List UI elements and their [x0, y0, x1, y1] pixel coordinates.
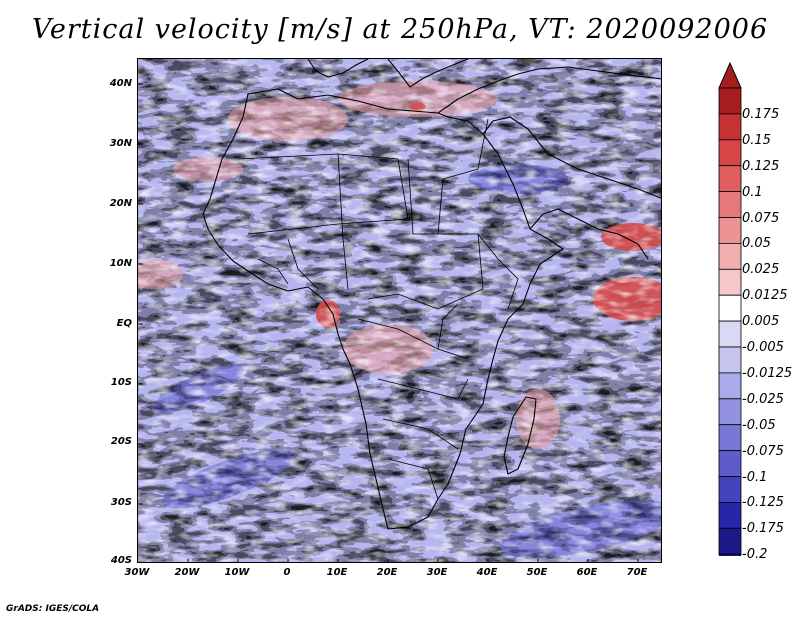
map-panel	[137, 58, 662, 563]
colorbar-tick-label: -0.005	[742, 340, 784, 355]
colorbar-segment	[718, 320, 742, 348]
colorbar-tick-label: 0.05	[742, 236, 771, 252]
chart-title: Vertical velocity [m/s] at 250hPa, VT: 2…	[31, 14, 769, 45]
colorbar-segment	[718, 424, 742, 452]
colorbar-tick-label: 0.1	[742, 184, 763, 200]
lon-label-30e: 30E	[426, 567, 448, 578]
country-borders	[237, 118, 519, 500]
lat-label-40s: 40S	[110, 555, 132, 566]
colorbar-tick-label: -0.0125	[742, 365, 793, 381]
colorbar-segment	[718, 87, 742, 115]
lat-label-10n: 10N	[109, 258, 132, 269]
lon-label-30w: 30W	[124, 567, 150, 578]
colorbar-segment	[718, 398, 742, 426]
colorbar-segment	[718, 476, 742, 503]
lon-label-50e: 50E	[526, 567, 548, 578]
colorbar-segment	[718, 501, 742, 529]
colorbar-segment	[718, 450, 742, 477]
colorbar-segment	[718, 268, 742, 296]
colorbar-tick-label: 0.0125	[742, 288, 788, 304]
colorbar-segment	[718, 217, 742, 244]
colorbar-segment	[718, 165, 742, 192]
colorbar-segment	[718, 139, 742, 167]
colorbar-tick-label: 0.125	[742, 158, 780, 174]
colorbar-segment	[718, 294, 742, 322]
colorbar-segment	[718, 527, 742, 555]
colorbar-tick-label: -0.025	[742, 391, 784, 407]
colorbar-tick-label: 0.025	[742, 262, 780, 278]
colorbar-tick-label: -0.175	[742, 521, 784, 537]
vertical-velocity-field	[138, 59, 661, 562]
colorbar-tick-label: -0.1	[742, 469, 768, 485]
colorbar-segments	[718, 62, 742, 556]
colorbar-tick-label: 0.175	[742, 106, 780, 122]
lat-label-30n: 30N	[109, 138, 132, 149]
axis-ticks	[138, 83, 639, 562]
lat-label-40n: 40N	[109, 78, 132, 89]
colorbar-bottom-arrow	[718, 553, 742, 556]
colorbar-tick-label: 0.15	[742, 132, 771, 148]
colorbar-segment	[718, 372, 742, 400]
lon-label-0: 0	[283, 567, 291, 578]
lat-label-30s: 30S	[110, 497, 132, 508]
credit-text: GrADS: IGES/COLA	[6, 604, 100, 614]
colorbar-tick-label: -0.2	[742, 547, 768, 563]
colorbar-segment	[718, 191, 742, 218]
lat-label-20n: 20N	[109, 198, 132, 209]
colorbar-segment	[718, 113, 742, 141]
colorbar-top-arrow	[718, 62, 742, 89]
lat-label-20s: 20S	[110, 436, 132, 447]
lat-label-10s: 10S	[110, 377, 132, 388]
colorbar-segment	[718, 242, 742, 270]
colorbar-tick-label: -0.05	[742, 417, 776, 433]
lon-label-70e: 70E	[626, 567, 648, 578]
colorbar-tick-label: 0.075	[742, 210, 780, 226]
lat-label-eq: EQ	[116, 318, 132, 329]
lon-label-60e: 60E	[576, 567, 598, 578]
lon-label-40e: 40E	[476, 567, 498, 578]
colorbar	[718, 62, 742, 556]
colorbar-tick-label: 0.005	[742, 314, 780, 330]
lon-label-10w: 10W	[224, 567, 250, 578]
colorbar-tick-label: -0.125	[742, 495, 784, 511]
lon-label-20w: 20W	[174, 567, 200, 578]
colorbar-tick-label: -0.075	[742, 443, 784, 459]
lon-label-20e: 20E	[376, 567, 398, 578]
colorbar-segment	[718, 346, 742, 374]
lon-label-10e: 10E	[326, 567, 348, 578]
coastlines	[202, 59, 661, 530]
